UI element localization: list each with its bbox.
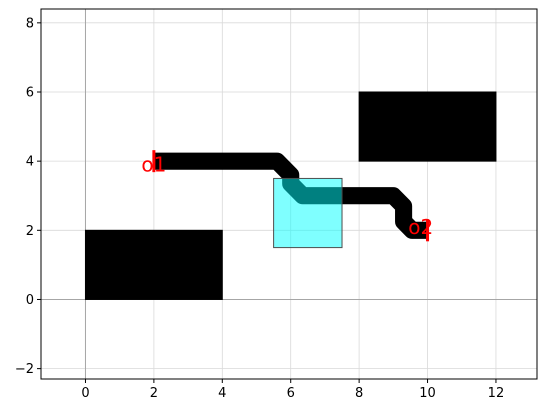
x-tick-label: 2 bbox=[150, 386, 158, 401]
x-tick-label: 10 bbox=[419, 386, 436, 401]
y-tick-label: 2 bbox=[26, 224, 34, 239]
port-label-o1: o1 bbox=[141, 153, 166, 177]
x-tick-label: 12 bbox=[488, 386, 505, 401]
port-label-o2: o2 bbox=[408, 215, 433, 239]
block-bottom-left bbox=[84, 229, 223, 300]
y-tick-label: 0 bbox=[26, 293, 34, 308]
x-tick-label: 4 bbox=[218, 386, 226, 401]
y-tick-label: 8 bbox=[26, 16, 34, 31]
block-top-right bbox=[358, 91, 497, 162]
y-tick-label: 6 bbox=[26, 85, 34, 100]
y-tick-label: 4 bbox=[26, 155, 34, 170]
axes-frame bbox=[40, 8, 538, 380]
highlight-box bbox=[273, 177, 343, 249]
y-tick-label: −2 bbox=[15, 362, 34, 377]
x-tick-label: 0 bbox=[81, 386, 89, 401]
x-tick-label: 8 bbox=[355, 386, 363, 401]
waveguide-path bbox=[153, 152, 428, 239]
plot-content: o1 o2 bbox=[84, 91, 497, 300]
x-tick-label: 6 bbox=[287, 386, 295, 401]
